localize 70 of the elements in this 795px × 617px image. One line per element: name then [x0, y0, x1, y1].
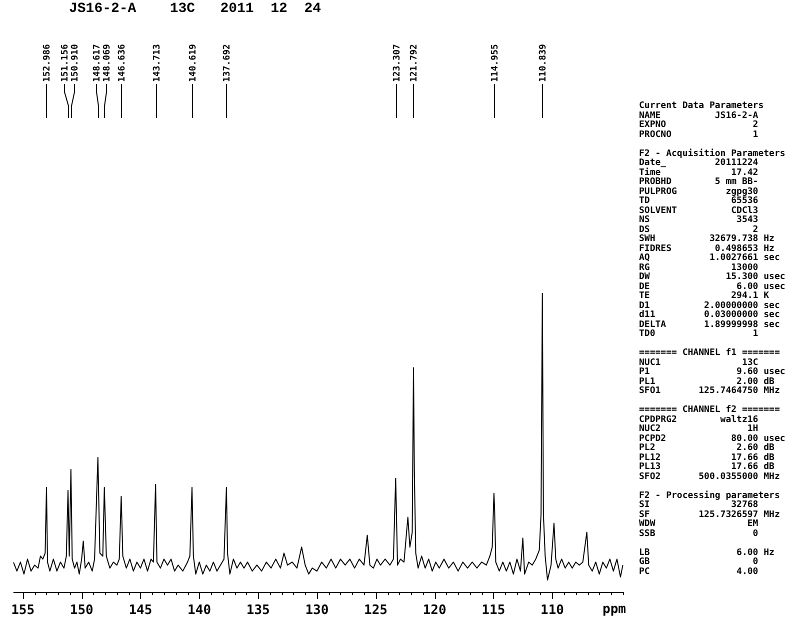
x-tick-label: 115 [482, 603, 506, 617]
annotation: 137.692 [222, 44, 232, 82]
annotation: 110.839 [538, 44, 548, 82]
text: FIDRES 0.498653 Hz [639, 244, 774, 254]
text: PCPD2 80.00 usec [639, 434, 786, 444]
text: Current Data Parameters [639, 101, 764, 111]
text: PL2 2.60 dB [639, 443, 774, 453]
x-tick-label: 110 [540, 603, 564, 617]
x-tick-label: 130 [305, 603, 329, 617]
text: DW 15.300 usec [639, 272, 786, 282]
text: P1 9.60 usec [639, 367, 786, 377]
text: SF 125.7326597 MHz [639, 510, 780, 520]
text: PC 4.00 [639, 566, 758, 577]
text: Date_ 20111224 [639, 158, 758, 168]
annotation: 151.156 [60, 44, 70, 82]
annotation: 146.636 [117, 44, 128, 82]
annotation: 150.910 [70, 44, 80, 82]
text: PROCNO 1 [639, 130, 758, 140]
text: F2 - Acquisition Parameters [639, 148, 786, 158]
text: TD 65536 [639, 196, 758, 206]
text: LB 6.00 Hz [639, 548, 774, 558]
text: WDW EM [639, 519, 758, 529]
annotation: 152.986 [42, 44, 52, 82]
text: PL13 17.66 dB [639, 462, 774, 472]
x-tick-label: 140 [188, 603, 212, 617]
text: PL12 17.66 dB [639, 452, 774, 462]
text: PULPROG zgpg30 [639, 186, 758, 196]
text: TD0 1 [639, 329, 758, 340]
x-tick-label: 125 [364, 603, 388, 617]
text: SWH 32679.738 Hz [639, 234, 774, 244]
x-tick-label: 150 [70, 603, 94, 617]
text: F2 - Processing parameters [639, 490, 780, 500]
chart-title: JS16-2-A 13C 2011 12 24 [69, 1, 322, 17]
text: ======= CHANNEL f2 ======= [639, 405, 780, 415]
annotation: 148.069 [102, 44, 112, 82]
annotation: 114.955 [490, 44, 500, 82]
text: SSB 0 [639, 528, 758, 539]
annotation: 121.792 [409, 44, 420, 82]
text: DS 2 [639, 224, 758, 234]
x-axis-title: ppm [602, 602, 626, 617]
text: GB 0 [639, 557, 758, 567]
text: d11 0.03000000 sec [639, 310, 780, 320]
annotation: 148.617 [92, 44, 102, 82]
text: Time 17.42 [639, 168, 758, 178]
text: NS 3543 [639, 215, 758, 225]
text: CPDPRG2 waltz16 [639, 414, 758, 424]
text: SOLVENT CDCl3 [639, 206, 758, 216]
annotation: 140.619 [188, 44, 198, 82]
text: NUC2 1H [639, 424, 758, 434]
text: RG 13000 [639, 262, 758, 272]
x-tick-label: 135 [246, 603, 270, 617]
x-tick-label: 145 [128, 603, 152, 617]
text: AQ 1.0027661 sec [639, 253, 780, 263]
text: D1 2.00000000 sec [639, 300, 780, 310]
text: SFO1 125.7464750 MHz [639, 386, 780, 396]
annotation: 143.713 [152, 44, 162, 82]
text: PROBHD 5 mm BB- [639, 177, 758, 187]
text: NAME JS16-2-A [639, 110, 758, 120]
text: DELTA 1.89999998 sec [639, 320, 780, 330]
text: NUC1 13C [639, 358, 758, 368]
text: PL1 2.00 dB [639, 376, 774, 386]
text: DE 6.00 usec [639, 282, 786, 292]
text: ======= CHANNEL f1 ======= [639, 348, 780, 358]
x-tick-label: 155 [11, 603, 35, 617]
text: EXPNO 2 [639, 120, 758, 130]
text: TE 294.1 K [639, 291, 770, 301]
text: SFO2 500.0355000 MHz [639, 472, 780, 482]
text: SI 32768 [639, 500, 758, 510]
annotation: 123.307 [392, 44, 402, 82]
x-tick-label: 120 [422, 603, 446, 617]
